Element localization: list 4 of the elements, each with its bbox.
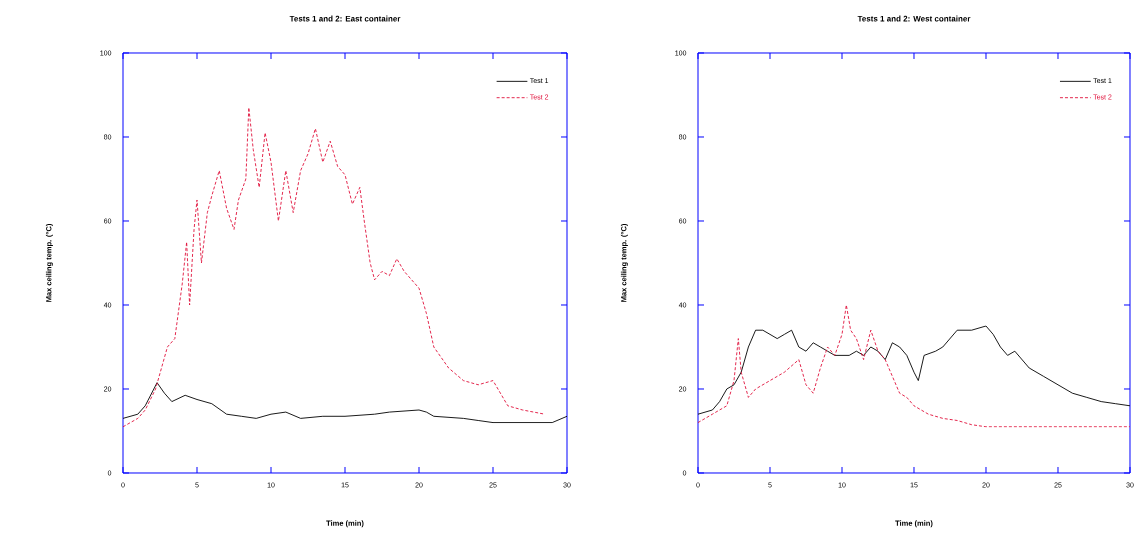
chart-title: Tests 1 and 2: East container bbox=[289, 15, 401, 22]
line-series bbox=[123, 107, 546, 428]
chart-title: Tests 1 and 2: West container bbox=[857, 15, 971, 22]
line-series bbox=[123, 382, 567, 424]
